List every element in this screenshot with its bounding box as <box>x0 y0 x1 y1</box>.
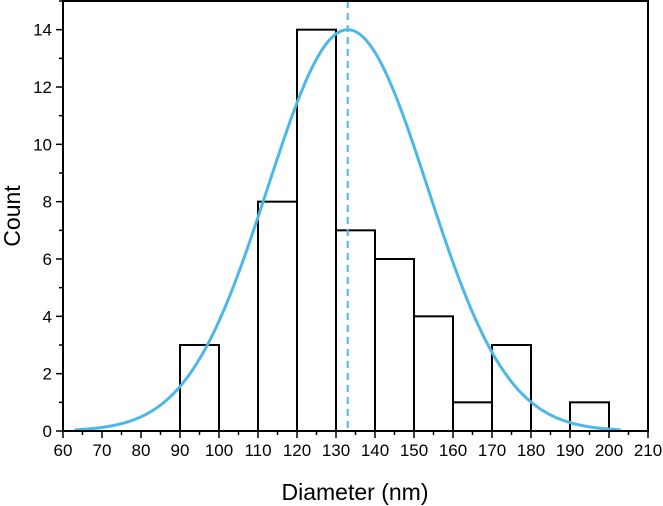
histogram-bar <box>452 401 493 433</box>
x-axis-title: Diameter (nm) <box>282 479 429 505</box>
histogram-bar <box>374 258 415 432</box>
x-tick-label: 80 <box>132 441 151 460</box>
y-tick-label: 0 <box>43 422 52 441</box>
x-tick-label: 140 <box>361 441 389 460</box>
y-tick-label: 10 <box>33 135 52 154</box>
y-tick-label: 6 <box>43 250 52 269</box>
x-axis-ticks: 60 70 80 90 100 110 120 130 140 150 160 170 180 190 20… <box>54 431 662 460</box>
x-tick-label: 70 <box>93 441 112 460</box>
histogram-bar <box>413 315 454 433</box>
x-tick-label: 160 <box>439 441 467 460</box>
x-tick-label: 60 <box>54 441 73 460</box>
x-tick-label: 210 <box>634 441 662 460</box>
y-tick-label: 2 <box>43 365 52 384</box>
y-axis-title: Count <box>0 185 25 247</box>
histogram-bar <box>257 200 298 432</box>
plot-frame <box>62 0 649 432</box>
x-tick-label: 100 <box>205 441 233 460</box>
y-tick-label: 4 <box>43 307 52 326</box>
x-tick-label: 90 <box>171 441 190 460</box>
x-tick-label: 120 <box>283 441 311 460</box>
x-tick-label: 130 <box>322 441 350 460</box>
y-tick-label: 14 <box>33 21 52 40</box>
y-tick-label: 12 <box>33 78 52 97</box>
histogram-bar <box>335 229 376 432</box>
histogram-bar <box>491 344 532 432</box>
x-tick-label: 170 <box>478 441 506 460</box>
y-axis-ticks: 0 2 4 6 8 10 12 14 <box>33 0 63 441</box>
x-tick-label: 110 <box>244 441 271 460</box>
x-tick-label: 150 <box>400 441 428 460</box>
x-tick-label: 200 <box>595 441 623 460</box>
y-tick-label: 8 <box>43 193 52 212</box>
histogram-bars <box>179 28 610 433</box>
x-tick-label: 180 <box>517 441 545 460</box>
gaussian-fit-group <box>74 1 621 432</box>
x-tick-label: 190 <box>556 441 584 460</box>
